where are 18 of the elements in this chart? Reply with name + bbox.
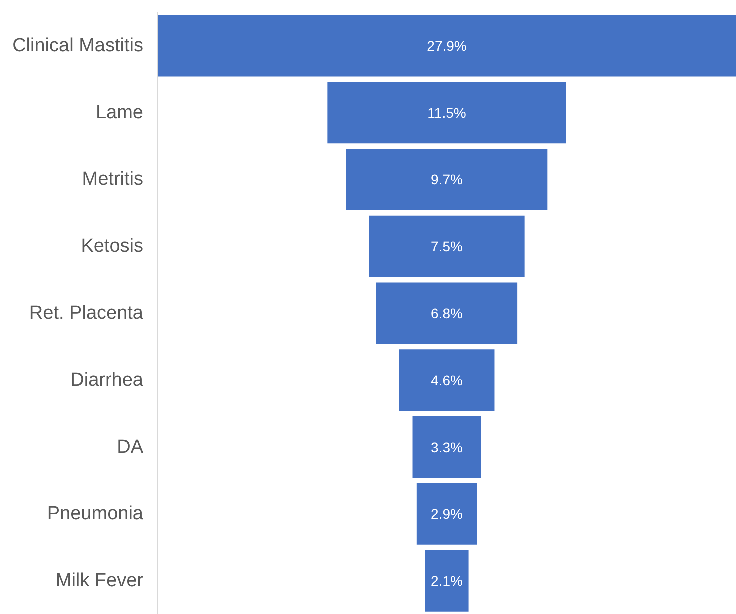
category-label: Ret. Placenta — [29, 303, 144, 324]
data-label: 7.5% — [431, 238, 463, 255]
category-label: DA — [117, 436, 144, 458]
category-label: Milk Fever — [56, 570, 144, 592]
category-label: Diarrhea — [70, 370, 144, 391]
data-label: 6.8% — [431, 306, 463, 322]
category-label: Pneumonia — [47, 504, 144, 525]
category-label: Ketosis — [81, 236, 144, 258]
category-label: Clinical Mastitis — [12, 35, 144, 56]
data-label: 3.3% — [431, 439, 463, 456]
category-label: Lame — [96, 102, 144, 124]
data-label: 2.1% — [431, 573, 463, 590]
data-label: 9.7% — [431, 172, 463, 188]
data-label: 11.5% — [428, 104, 466, 121]
data-label: 4.6% — [431, 372, 463, 388]
category-label: Metritis — [82, 169, 144, 190]
data-label: 2.9% — [431, 506, 463, 522]
data-label: 27.9% — [427, 38, 467, 54]
